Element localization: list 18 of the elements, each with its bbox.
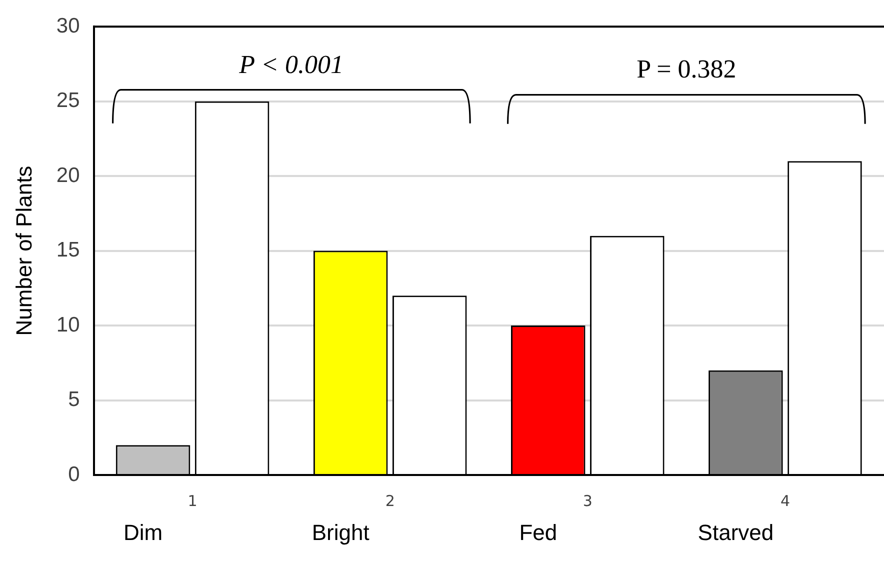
x-tick-label: 1 — [188, 492, 198, 510]
y-tick-label: 30 — [56, 14, 80, 38]
y-tick-label: 10 — [56, 313, 80, 336]
text: Dim — [123, 520, 163, 546]
y-tick-label: 20 — [56, 164, 80, 187]
y-tick-label: 5 — [68, 388, 80, 412]
y-tick-label: 0 — [68, 462, 80, 486]
text: Bright — [312, 520, 370, 546]
x-tick-label: 3 — [582, 492, 592, 510]
annotation: P = 0.382 — [636, 54, 736, 84]
text: Fed — [519, 520, 558, 546]
x-tick-label: 4 — [780, 492, 790, 510]
x-tick-label: 2 — [385, 492, 395, 510]
y-tick-label: 25 — [56, 89, 80, 112]
text: Starved — [698, 520, 774, 546]
annotation: P < 0.001 — [238, 50, 344, 80]
y-tick-label: 15 — [56, 238, 80, 262]
y-axis-title: Number of Plants — [11, 166, 36, 336]
